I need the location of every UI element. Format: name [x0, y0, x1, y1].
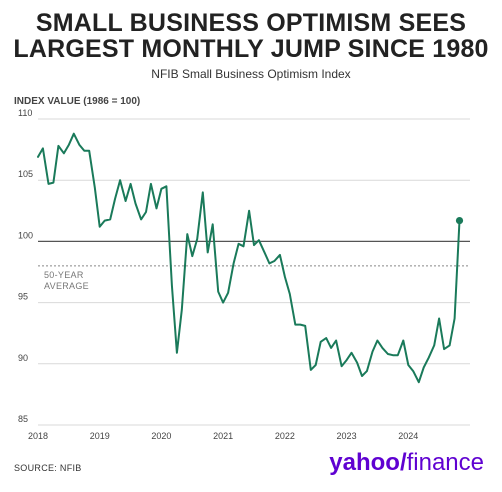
latest-point-marker [455, 216, 464, 225]
x-tick-label: 2020 [151, 431, 171, 441]
x-tick-label: 2022 [275, 431, 295, 441]
x-tick-label: 2021 [213, 431, 233, 441]
y-tick-label: 85 [18, 414, 28, 424]
x-tick-label: 2019 [90, 431, 110, 441]
y-axis-label: INDEX VALUE (1986 = 100) [14, 96, 141, 107]
y-tick-label: 100 [18, 230, 33, 240]
chart-title-line-2: LARGEST MONTHLY JUMP SINCE 1980 [13, 35, 489, 63]
brand-finance: finance [406, 449, 484, 476]
series-line [37, 132, 461, 384]
chart-subtitle: NFIB Small Business Optimism Index [151, 67, 351, 81]
average-annotation-line: AVERAGE [44, 281, 89, 291]
average-annotation-line: 50-YEAR [44, 270, 84, 280]
y-tick-label: 110 [18, 108, 32, 118]
y-tick-label: 105 [18, 169, 33, 179]
y-tick-label: 95 [18, 292, 28, 302]
chart-title-line-1: SMALL BUSINESS OPTIMISM SEES [35, 9, 467, 37]
yahoo-finance-logo: yahoo/finance [329, 449, 484, 477]
brand-yahoo: yahoo/ [329, 449, 407, 476]
x-tick-label: 2024 [398, 431, 418, 441]
x-tick-label: 2023 [337, 431, 357, 441]
y-tick-label: 90 [18, 353, 28, 363]
x-tick-label: 2018 [28, 431, 48, 441]
source-note: SOURCE: NFIB [14, 463, 82, 473]
